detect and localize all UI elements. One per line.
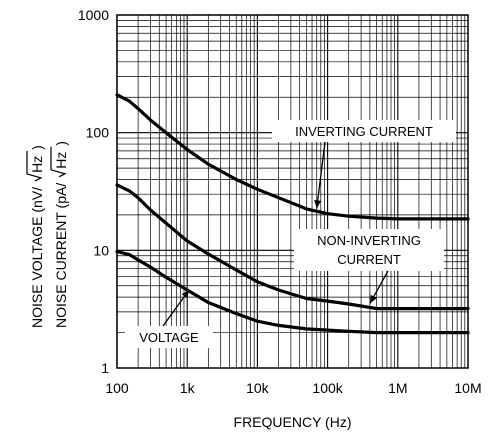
arrowhead-icon (369, 294, 377, 304)
sqrt-radical-icon (26, 150, 43, 182)
series-line-1 (115, 93, 470, 221)
y-axis-title-text: NOISE VOLTAGE (nV/ (29, 187, 45, 328)
y-axis-title-unit: Hz (29, 156, 45, 173)
arrowhead-icon (181, 289, 190, 299)
annotation-box (125, 326, 213, 348)
y-axis-title-line: NOISE CURRENT (pA/Hz) (50, 141, 69, 328)
x-tick-label: 1M (388, 380, 407, 396)
series-line-2 (115, 183, 470, 311)
x-tick-label: 100k (312, 380, 343, 396)
x-tick-label: 10k (246, 380, 270, 396)
sqrt-radical-icon (50, 146, 67, 178)
annotation-text: CURRENT (337, 252, 401, 267)
y-tick-label: 1000 (78, 7, 109, 23)
annotation-1: INVERTING CURRENT (272, 120, 456, 209)
arrowhead-icon (314, 200, 322, 209)
annotation-3: VOLTAGE (125, 289, 213, 348)
chart-grid (116, 15, 468, 369)
y-tick-label: 100 (86, 125, 110, 141)
x-tick-label: 100 (105, 380, 129, 396)
annotation-text: NON-INVERTING (317, 233, 421, 248)
x-tick-label: 10M (454, 380, 481, 396)
annotation-text: VOLTAGE (139, 330, 199, 345)
annotation-2: NON-INVERTING CURRENT (294, 229, 444, 304)
plot-frame (116, 14, 469, 369)
x-axis-title: FREQUENCY (Hz) (234, 414, 352, 430)
tick-labels: 100 1k 10k 100k 1M 10M 1 10 100 1000 (78, 7, 482, 396)
y-axis-title: NOISE VOLTAGE (nV/Hz)NOISE CURRENT (pA/H… (26, 141, 69, 328)
annotation-text: INVERTING CURRENT (295, 124, 433, 139)
annotation-layer: INVERTING CURRENT NON-INVERTING CURRENT VOL… (125, 120, 456, 348)
annotation-box (294, 229, 444, 271)
series-layer (115, 93, 470, 335)
annotation-arrow (316, 141, 326, 209)
y-axis-title-close: ) (29, 145, 45, 150)
y-tick-label: 10 (93, 242, 109, 258)
y-axis-title-unit: Hz (53, 152, 69, 169)
annotation-box (272, 120, 456, 142)
series-line-3 (115, 249, 470, 335)
x-tick-label: 1k (180, 380, 196, 396)
y-axis-title-text: NOISE CURRENT (pA/ (53, 183, 69, 328)
y-axis-title-close: ) (53, 141, 69, 146)
y-tick-label: 1 (101, 360, 109, 376)
y-axis-title-line: NOISE VOLTAGE (nV/Hz) (26, 145, 45, 328)
